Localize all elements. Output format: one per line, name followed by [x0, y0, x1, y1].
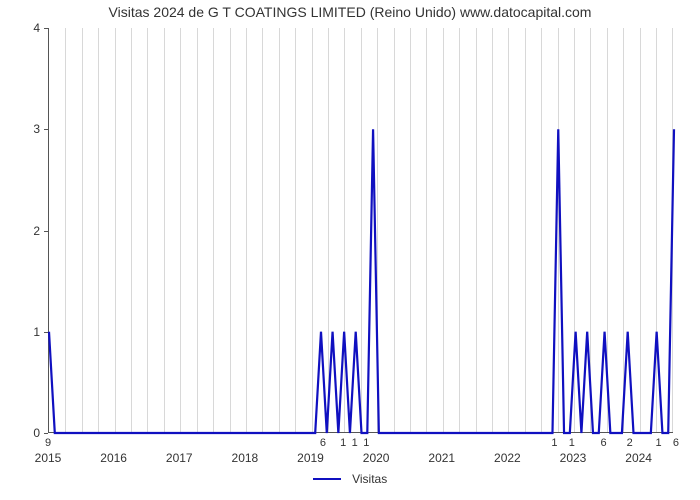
data-point-label: 1: [352, 437, 358, 449]
y-tick-mark: [44, 433, 48, 434]
data-point-label: 1: [656, 437, 662, 449]
x-tick-label: 2016: [100, 451, 127, 465]
data-point-label: 1: [340, 437, 346, 449]
y-tick-label: 0: [0, 426, 40, 440]
series-line: [49, 129, 674, 433]
data-point-label: 1: [551, 437, 557, 449]
y-tick-label: 4: [0, 21, 40, 35]
legend-label: Visitas: [352, 472, 387, 486]
data-point-label: 6: [673, 437, 679, 449]
chart-title: Visitas 2024 de G T COATINGS LIMITED (Re…: [0, 4, 700, 20]
data-point-label: 2: [627, 437, 633, 449]
data-point-label: 1: [569, 437, 575, 449]
data-point-label: 9: [45, 437, 51, 449]
y-tick-label: 2: [0, 224, 40, 238]
legend-swatch: [313, 478, 341, 480]
x-tick-label: 2018: [232, 451, 259, 465]
data-point-label: 6: [320, 437, 326, 449]
x-tick-label: 2024: [625, 451, 652, 465]
x-tick-label: 2021: [428, 451, 455, 465]
data-point-label: 6: [601, 437, 607, 449]
y-tick-label: 1: [0, 325, 40, 339]
y-tick-label: 3: [0, 122, 40, 136]
x-tick-label: 2023: [560, 451, 587, 465]
legend: Visitas: [0, 471, 700, 486]
line-series: [49, 28, 674, 433]
data-point-label: 1: [363, 437, 369, 449]
plot-area: [48, 28, 673, 433]
x-tick-label: 2020: [363, 451, 390, 465]
x-tick-label: 2015: [35, 451, 62, 465]
x-tick-label: 2022: [494, 451, 521, 465]
chart-container: Visitas 2024 de G T COATINGS LIMITED (Re…: [0, 0, 700, 500]
x-tick-label: 2019: [297, 451, 324, 465]
x-tick-label: 2017: [166, 451, 193, 465]
